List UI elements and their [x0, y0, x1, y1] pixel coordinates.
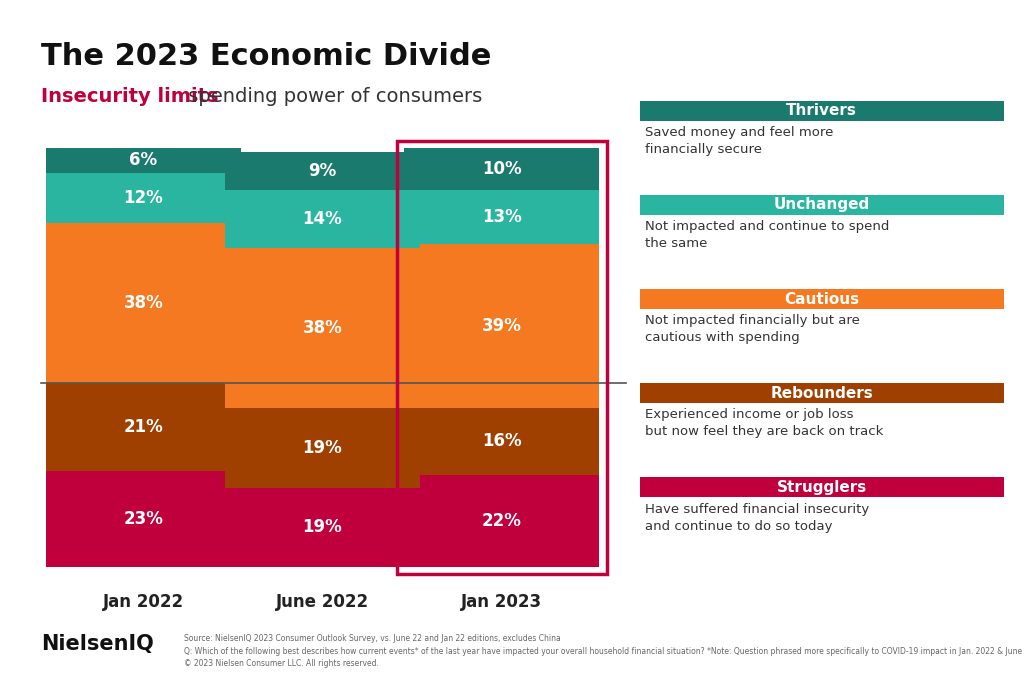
- Text: 12%: 12%: [124, 189, 163, 207]
- Text: NielsenIQ: NielsenIQ: [41, 634, 154, 654]
- Text: Cautious: Cautious: [784, 291, 859, 307]
- Text: 9%: 9%: [308, 162, 337, 180]
- Text: The 2023 Economic Divide: The 2023 Economic Divide: [41, 42, 492, 71]
- Bar: [225, 408, 420, 488]
- Text: 10%: 10%: [482, 160, 521, 178]
- Text: Not impacted and continue to spend
the same: Not impacted and continue to spend the s…: [645, 220, 890, 250]
- Bar: [225, 488, 420, 567]
- Text: June 2022: June 2022: [276, 592, 369, 611]
- Bar: [404, 148, 599, 190]
- Text: Have suffered financial insecurity
and continue to do so today: Have suffered financial insecurity and c…: [645, 503, 869, 533]
- Bar: [404, 475, 599, 567]
- Text: Saved money and feel more
financially secure: Saved money and feel more financially se…: [645, 126, 834, 156]
- Text: 22%: 22%: [482, 512, 521, 530]
- Bar: [46, 471, 241, 567]
- Text: 19%: 19%: [303, 439, 342, 457]
- Bar: [46, 173, 241, 223]
- Text: 19%: 19%: [303, 519, 342, 537]
- Bar: [46, 223, 241, 383]
- Text: Jan 2022: Jan 2022: [102, 592, 184, 611]
- Bar: [225, 152, 420, 190]
- Text: 16%: 16%: [482, 432, 521, 450]
- Text: 21%: 21%: [124, 418, 163, 436]
- Text: 38%: 38%: [303, 319, 342, 337]
- Text: 6%: 6%: [129, 151, 158, 169]
- Text: Not impacted financially but are
cautious with spending: Not impacted financially but are cautiou…: [645, 314, 860, 344]
- Text: 38%: 38%: [124, 294, 163, 312]
- Text: Experienced income or job loss
but now feel they are back on track: Experienced income or job loss but now f…: [645, 408, 884, 438]
- Bar: [404, 408, 599, 475]
- Text: Rebounders: Rebounders: [770, 385, 873, 401]
- Text: 14%: 14%: [303, 210, 342, 228]
- Bar: [404, 244, 599, 408]
- Bar: [404, 190, 599, 244]
- Text: 13%: 13%: [482, 208, 521, 226]
- Text: Jan 2023: Jan 2023: [461, 592, 543, 611]
- Text: Thrivers: Thrivers: [786, 103, 857, 118]
- Text: 39%: 39%: [482, 317, 521, 335]
- Bar: [225, 190, 420, 249]
- Text: 23%: 23%: [124, 510, 163, 528]
- Text: spending power of consumers: spending power of consumers: [182, 87, 482, 106]
- Text: Unchanged: Unchanged: [774, 197, 869, 213]
- Text: Insecurity limits: Insecurity limits: [41, 87, 218, 106]
- Text: Source: NielsenIQ 2023 Consumer Outlook Survey, vs. June 22 and Jan 22 editions,: Source: NielsenIQ 2023 Consumer Outlook …: [184, 634, 1024, 668]
- Bar: [46, 383, 241, 471]
- Text: Strugglers: Strugglers: [776, 480, 867, 495]
- Bar: [46, 148, 241, 173]
- Bar: [225, 249, 420, 408]
